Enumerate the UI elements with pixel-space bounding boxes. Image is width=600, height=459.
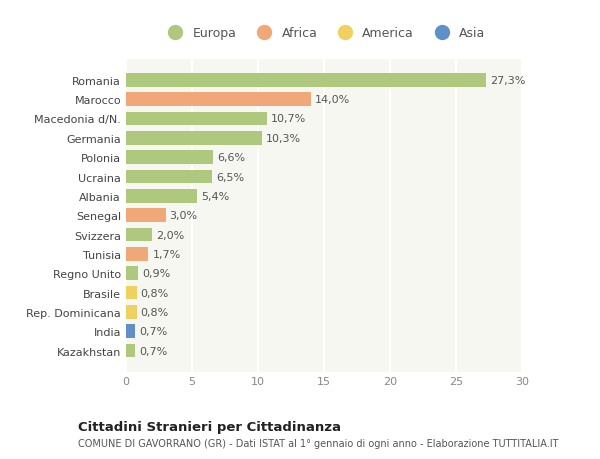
Bar: [126, 112, 267, 126]
Text: Cittadini Stranieri per Cittadinanza: Cittadini Stranieri per Cittadinanza: [78, 420, 341, 433]
Bar: [126, 286, 137, 300]
Bar: [126, 344, 135, 358]
Text: 3,0%: 3,0%: [170, 211, 197, 221]
Bar: [126, 151, 213, 165]
Bar: [126, 93, 311, 106]
Bar: [126, 228, 152, 242]
Bar: [126, 74, 487, 87]
Text: 5,4%: 5,4%: [201, 191, 229, 202]
Bar: [126, 306, 137, 319]
Text: COMUNE DI GAVORRANO (GR) - Dati ISTAT al 1° gennaio di ogni anno - Elaborazione : COMUNE DI GAVORRANO (GR) - Dati ISTAT al…: [78, 438, 559, 448]
Text: 14,0%: 14,0%: [315, 95, 350, 105]
Text: 6,5%: 6,5%: [216, 172, 244, 182]
Bar: [126, 132, 262, 146]
Text: 6,6%: 6,6%: [217, 153, 245, 163]
Text: 27,3%: 27,3%: [490, 76, 526, 85]
Text: 1,7%: 1,7%: [152, 249, 181, 259]
Text: 0,7%: 0,7%: [139, 346, 167, 356]
Text: 10,7%: 10,7%: [271, 114, 307, 124]
Text: 2,0%: 2,0%: [157, 230, 185, 240]
Bar: [126, 190, 197, 203]
Bar: [126, 170, 212, 184]
Bar: [126, 247, 148, 261]
Bar: [126, 325, 135, 338]
Text: 0,8%: 0,8%: [140, 307, 169, 317]
Text: 10,3%: 10,3%: [266, 134, 301, 144]
Text: 0,8%: 0,8%: [140, 288, 169, 298]
Text: 0,7%: 0,7%: [139, 326, 167, 336]
Text: 0,9%: 0,9%: [142, 269, 170, 279]
Bar: [126, 267, 138, 280]
Bar: [126, 209, 166, 223]
Legend: Europa, Africa, America, Asia: Europa, Africa, America, Asia: [158, 22, 490, 45]
